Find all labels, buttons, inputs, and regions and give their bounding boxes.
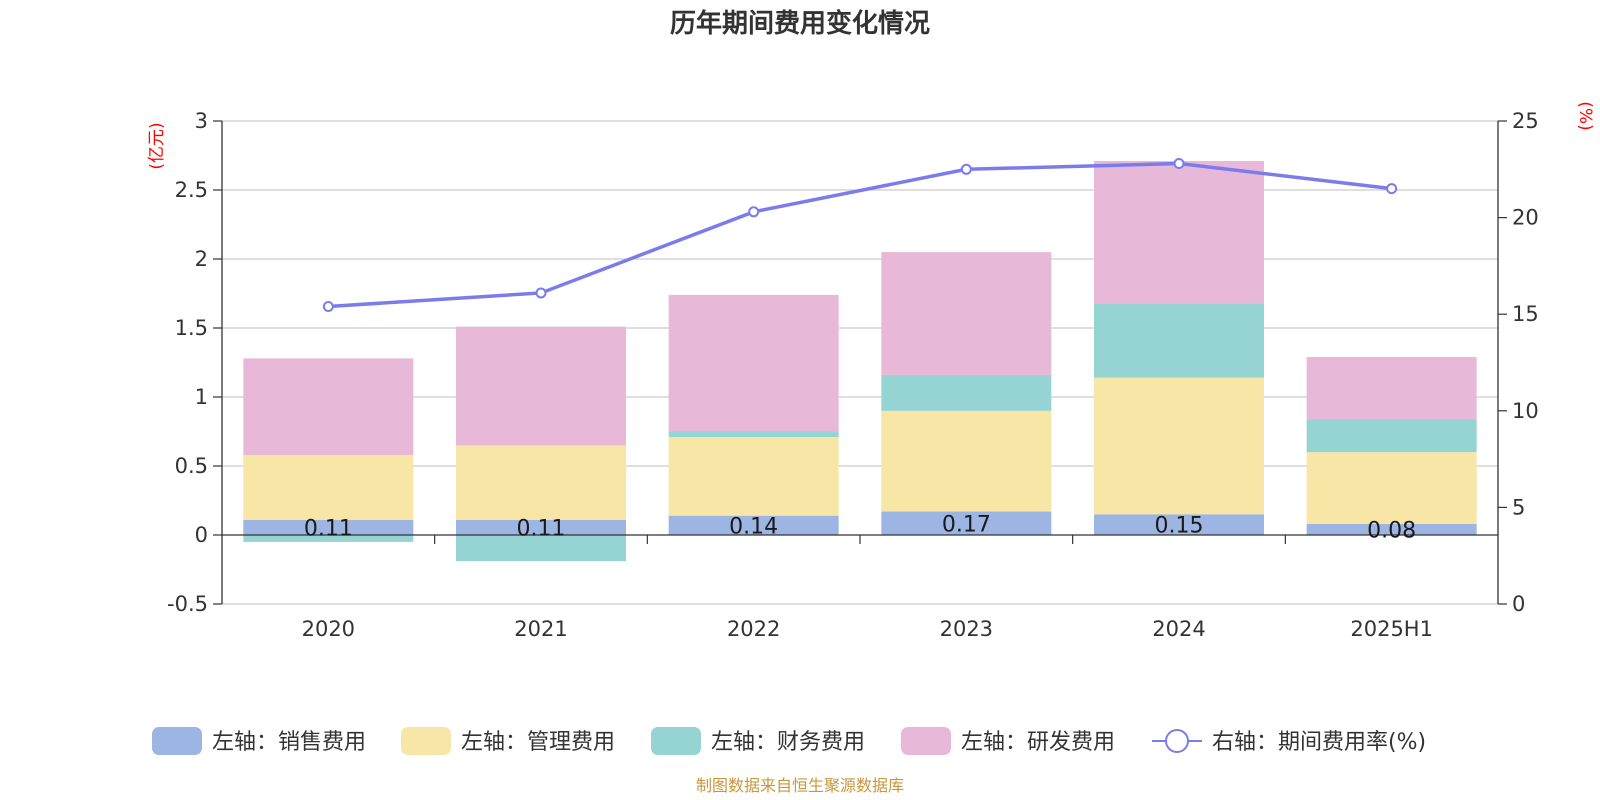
grid-lines [222,120,1498,605]
x-tick-label: 2024 [1152,617,1205,641]
bar-2022-series-2 [668,431,839,438]
right-tick-label: 20 [1512,206,1539,230]
rate-point-2023 [960,163,972,175]
right-tick-label: 0 [1512,592,1525,616]
bar-2022-series-3 [668,294,839,432]
bar-2023-series-0 [881,511,1052,535]
bar-2025H1-series-3 [1306,356,1477,420]
bar-2022-series-0 [668,515,839,535]
data-label: 0.14 [729,514,778,539]
right-axis-unit: (%) [1575,101,1595,130]
data-labels: 0.11 0.11 0.14 0.17 0.15 0.08 [304,512,1416,543]
right-tick-label: 10 [1512,399,1539,423]
rate-point-2022 [748,206,760,218]
rate-point-2020 [322,300,334,312]
x-tick-label: 2022 [727,617,780,641]
legend-swatch-1 [401,727,451,755]
left-tick-label: 2.5 [175,178,208,202]
legend-label-1: 左轴：管理费用 [461,730,615,755]
left-tick-label: -0.5 [167,592,208,616]
left-tick-label: 2 [195,247,208,271]
bar-2021-series-0 [456,519,626,535]
bar-2020-series-3 [243,358,414,455]
bar-2024-series-3 [1094,161,1264,304]
left-axis-unit: (亿元) [147,122,167,169]
bars [243,161,1477,562]
left-tick-label: 3 [195,109,208,133]
bar-2024-series-2 [1094,303,1264,378]
legend-label-3: 左轴：研发费用 [961,730,1115,755]
legend-label-0: 左轴：销售费用 [212,730,366,755]
legend-swatch-0 [152,727,202,755]
right-tick-label: 5 [1512,495,1525,519]
rate-point-2021 [535,287,547,299]
bar-2024-series-0 [1094,514,1264,535]
legend-swatch-3 [901,727,951,755]
source-note: 制图数据来自恒生聚源数据库 [696,776,904,795]
bar-2020-series-0 [243,519,414,535]
chart-title: 历年期间费用变化情况 [670,8,930,39]
bar-2023-series-2 [881,374,1052,411]
x-tick-label: 2023 [940,617,993,641]
bar-2020-series-1 [243,454,414,520]
x-tick-label: 2025H1 [1350,617,1433,641]
bar-2021-series-3 [456,326,626,446]
left-tick-label: 0 [195,523,208,547]
right-tick-label: 15 [1512,302,1539,326]
x-tick-label: 2021 [514,617,567,641]
data-label: 0.17 [942,512,991,537]
left-tick-label: 0.5 [175,454,208,478]
left-tick-label: 1 [195,385,208,409]
data-label: 0.15 [1155,514,1204,539]
bar-2023-series-1 [881,410,1052,512]
bar-2022-series-1 [668,437,839,516]
legend-swatch-2 [651,727,701,755]
rate-point-2025H1 [1386,183,1398,195]
bar-2025H1-series-1 [1306,452,1477,524]
bar-2021-series-1 [456,445,626,520]
data-label: 0.08 [1367,518,1416,543]
axes: -0.5 0 0.5 1 1.5 2 2.5 3 0 5 10 15 20 25 2020 2021 2022 2… [167,109,1539,641]
bar-2020-series-2 [243,535,414,542]
data-label: 0.11 [304,516,353,541]
left-tick-label: 1.5 [175,316,208,340]
rate-point-2024 [1173,158,1185,170]
bar-2024-series-1 [1094,377,1264,515]
legend: 左轴：销售费用 左轴：管理费用 左轴：财务费用 左轴：研发费用 右轴：期间费用率(%) [152,727,1426,755]
data-label: 0.11 [517,516,566,541]
x-tick-label: 2020 [302,617,355,641]
legend-line-marker [1165,729,1189,753]
bar-2021-series-2 [456,535,626,562]
right-tick-label: 25 [1512,109,1539,133]
legend-label-4: 右轴：期间费用率(%) [1212,730,1426,755]
legend-label-2: 左轴：财务费用 [711,730,865,755]
bar-2025H1-series-2 [1306,419,1477,453]
bar-2023-series-3 [881,252,1052,375]
rate-line [322,158,1398,312]
rate-polyline [328,161,1392,309]
bar-2025H1-series-0 [1306,523,1477,535]
